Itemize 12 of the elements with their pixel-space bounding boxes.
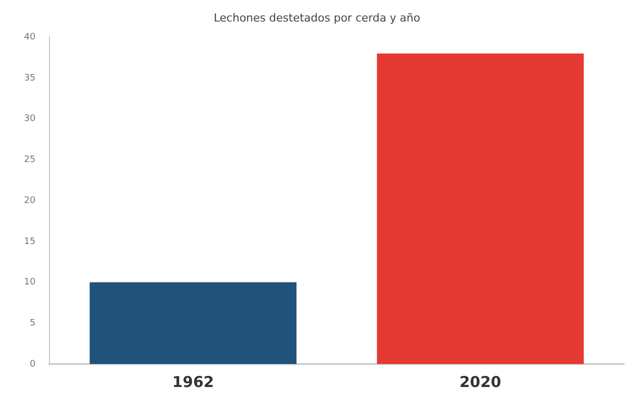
- x-tick-label: 1962: [172, 372, 214, 391]
- y-tick-label: 5: [30, 318, 36, 328]
- y-tick-label: 20: [24, 196, 36, 206]
- chart-title: Lechones destetados por cerda y año: [214, 11, 421, 24]
- y-tick-label: 35: [24, 73, 36, 84]
- x-tick-label: 2020: [459, 372, 502, 391]
- y-tick-label: 15: [24, 236, 36, 247]
- y-tick-label: 10: [24, 278, 36, 288]
- y-tick-label: 0: [30, 359, 36, 370]
- y-tick-label: 30: [24, 114, 36, 124]
- y-tick-label: 40: [24, 32, 36, 43]
- y-tick-label: 25: [24, 155, 36, 166]
